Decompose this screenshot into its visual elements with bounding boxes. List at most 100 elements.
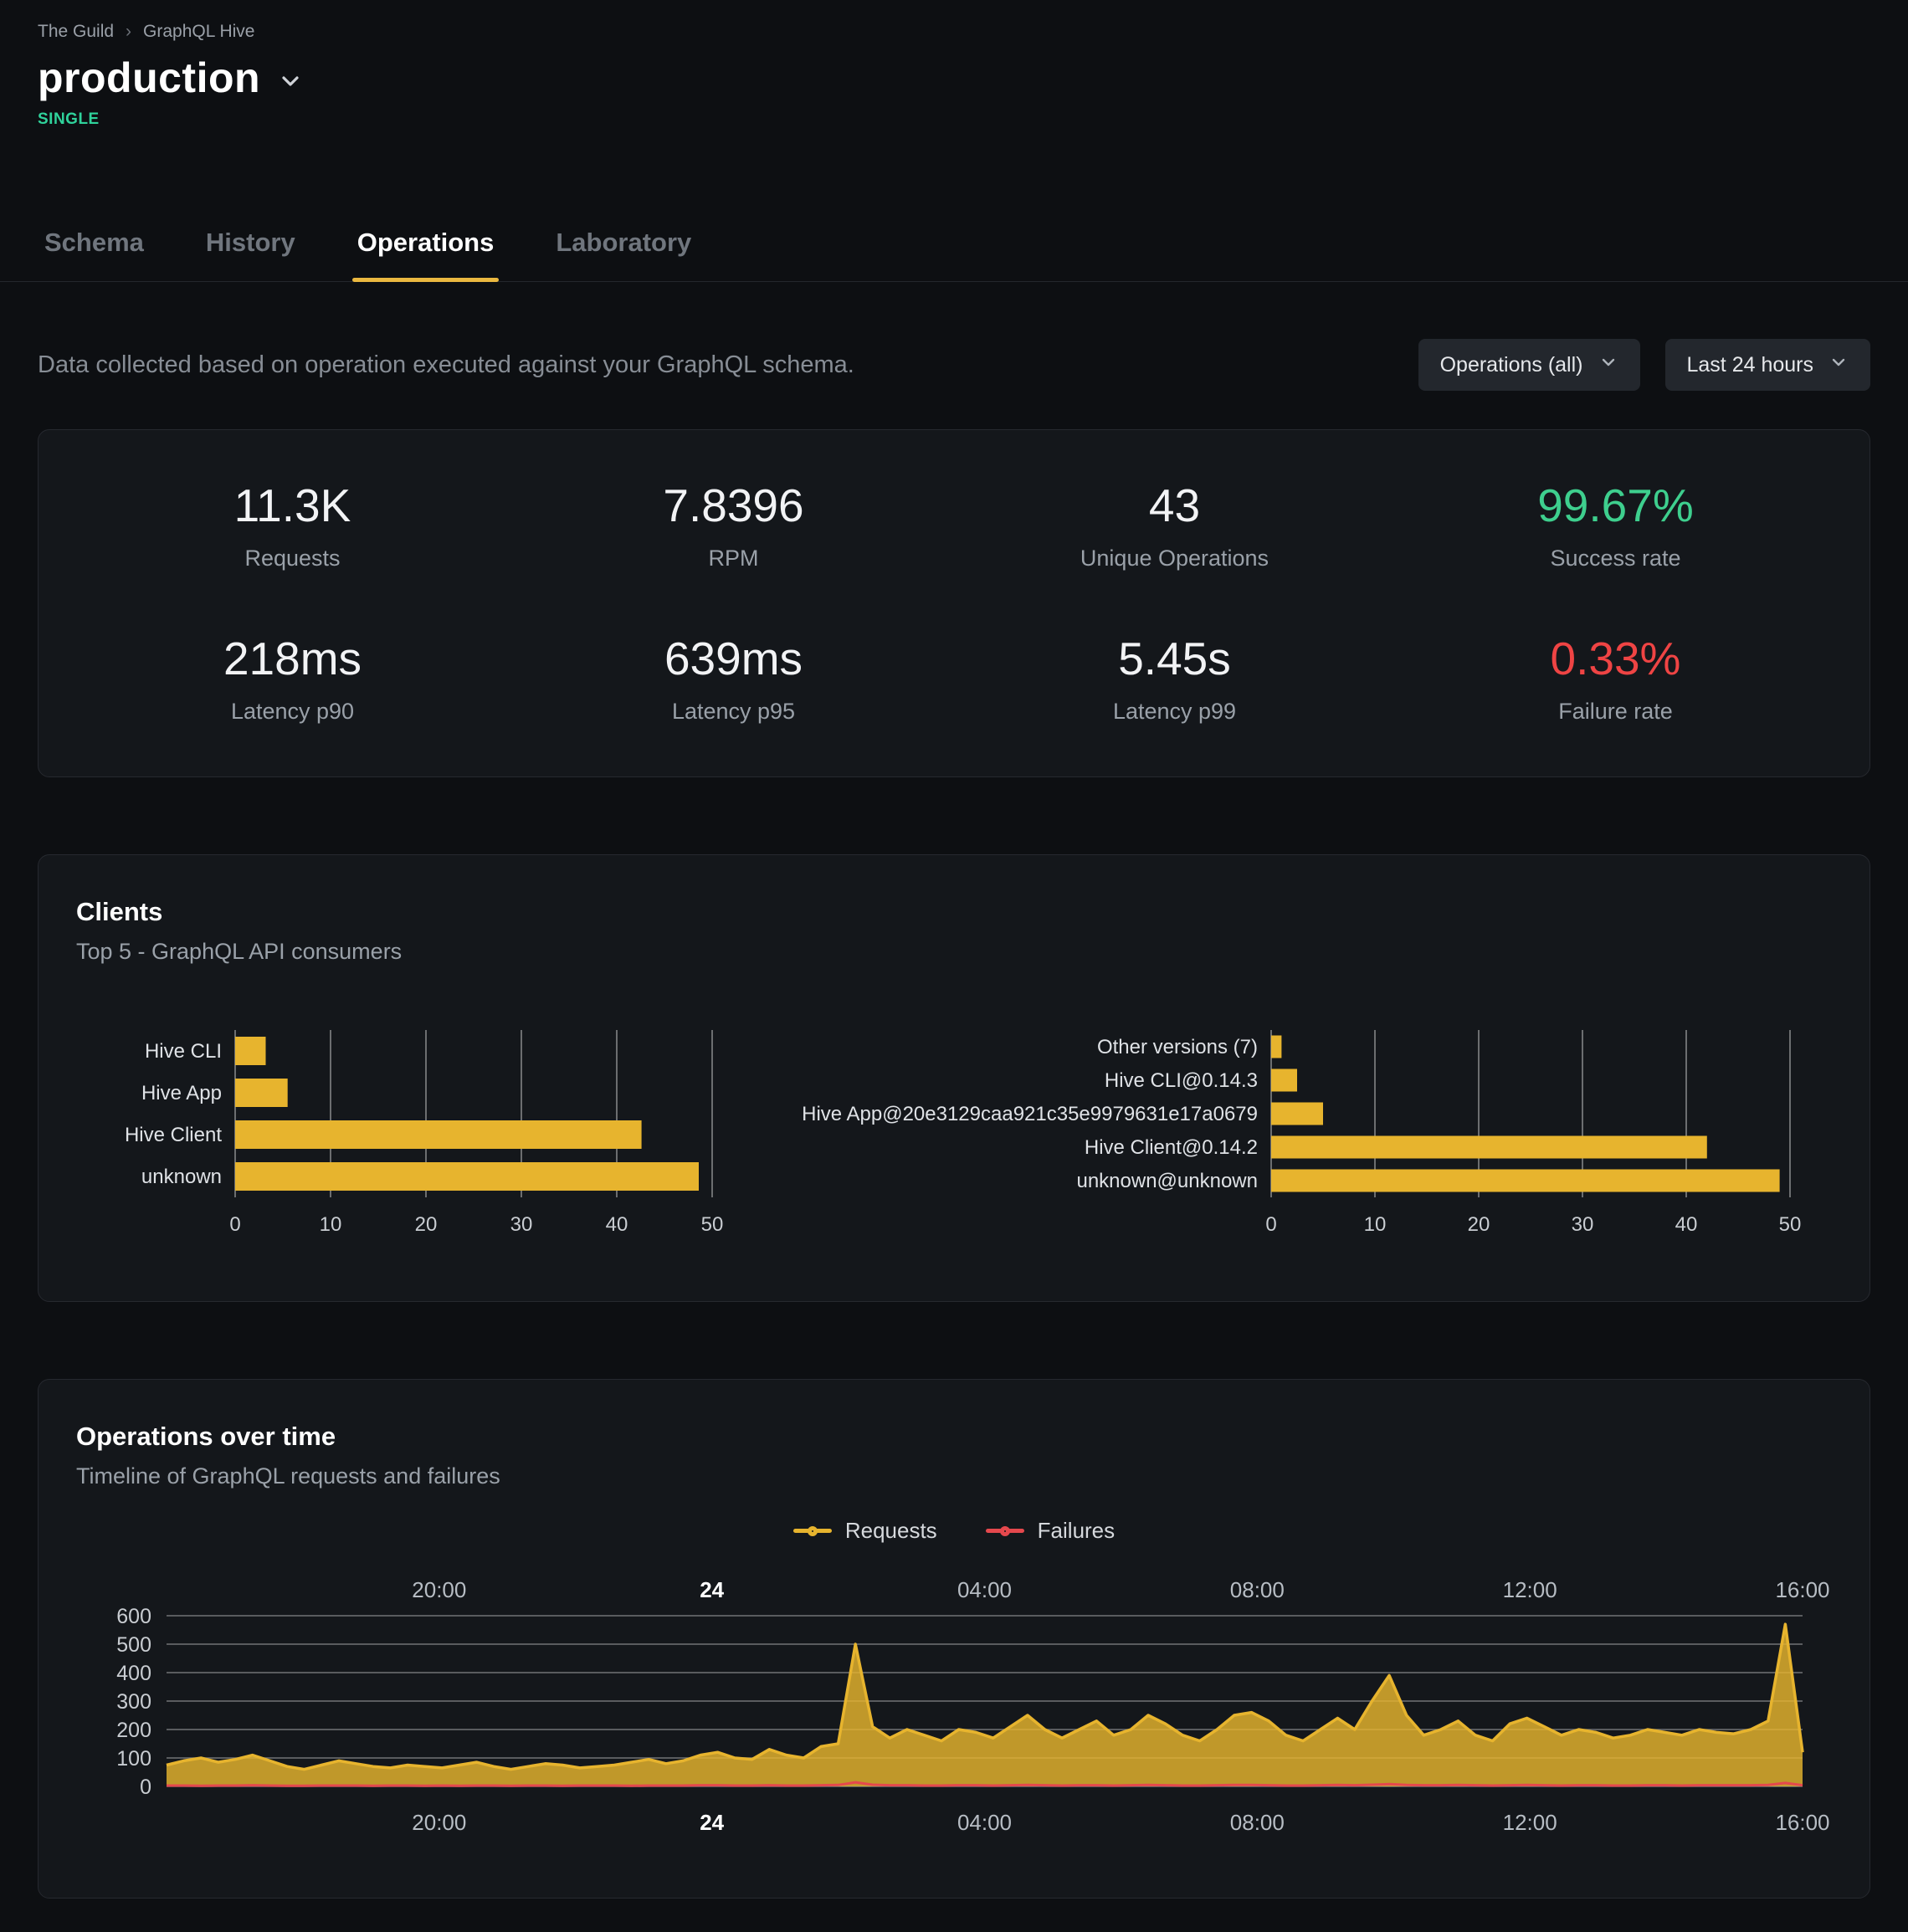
svg-text:04:00: 04:00 (957, 1577, 1012, 1602)
svg-text:40: 40 (606, 1213, 628, 1236)
svg-text:30: 30 (1572, 1213, 1594, 1236)
timeline-legend: Requests Failures (76, 1518, 1832, 1544)
breadcrumb-item-project[interactable]: GraphQL Hive (143, 22, 255, 41)
svg-text:20: 20 (415, 1213, 438, 1236)
operations-over-time-card: Operations over time Timeline of GraphQL… (38, 1379, 1870, 1899)
stat-value: 43 (1148, 479, 1201, 531)
svg-text:unknown@unknown: unknown@unknown (1076, 1170, 1258, 1192)
date-range-label: Last 24 hours (1686, 352, 1814, 377)
timeline-chart-wrap: 0 100 200 300 400 500 600 20:00 20:00 24 24 04:00 04… (76, 1567, 1832, 1847)
title-row: production (38, 54, 1870, 102)
stat-label: RPM (708, 546, 759, 571)
stat-label: Failure rate (1558, 699, 1673, 724)
failures-legend-marker (985, 1525, 1024, 1536)
legend-label-requests: Requests (844, 1518, 937, 1543)
stat-latency-p99: 5.45s Latency p99 (954, 632, 1395, 725)
svg-text:Hive CLI: Hive CLI (145, 1040, 222, 1063)
clients-bar-chart-by-name[interactable]: 0 10 20 30 40 50 Hive CLI Hive App Hive Client un… (76, 1030, 762, 1246)
clients-card-title: Clients (76, 897, 163, 926)
legend-item-requests[interactable]: Requests (792, 1518, 937, 1544)
svg-text:200: 200 (116, 1719, 151, 1742)
breadcrumb-item-org[interactable]: The Guild (38, 22, 115, 41)
svg-text:Hive App: Hive App (141, 1082, 222, 1104)
status-badge: SINGLE (38, 110, 100, 128)
legend-label-failures: Failures (1037, 1518, 1116, 1543)
chevron-down-icon (1828, 352, 1849, 378)
chevron-down-icon (1598, 352, 1618, 378)
svg-text:08:00: 08:00 (1230, 1810, 1285, 1835)
svg-text:Hive CLI@0.14.3: Hive CLI@0.14.3 (1105, 1069, 1258, 1092)
clients-card: Clients Top 5 - GraphQL API consumers 0 1… (38, 854, 1870, 1302)
legend-item-failures[interactable]: Failures (985, 1518, 1116, 1544)
svg-text:500: 500 (116, 1633, 151, 1657)
stat-value: 99.67% (1537, 479, 1694, 531)
filters-row: Data collected based on operation execut… (38, 339, 1870, 391)
operations-timeline-chart[interactable]: 0 100 200 300 400 500 600 20:00 20:00 24 24 04:00 04… (76, 1567, 1832, 1843)
svg-text:24: 24 (700, 1810, 724, 1835)
ops-card-subtitle: Timeline of GraphQL requests and failure… (76, 1463, 500, 1489)
stat-value: 218ms (223, 633, 362, 684)
svg-text:Other versions (7): Other versions (7) (1097, 1036, 1258, 1058)
stat-label: Latency p95 (671, 699, 796, 724)
stats-summary-card: 11.3K Requests 7.8396 RPM 43 Unique Oper… (38, 429, 1870, 777)
stat-label: Requests (244, 546, 341, 571)
svg-text:08:00: 08:00 (1230, 1577, 1285, 1602)
stat-value: 7.8396 (663, 479, 804, 531)
svg-text:Hive Client: Hive Client (125, 1124, 222, 1146)
page-title: production (38, 54, 261, 101)
stat-label: Unique Operations (1080, 546, 1269, 571)
requests-legend-marker (792, 1525, 832, 1536)
clients-charts-row: 0 10 20 30 40 50 Hive CLI Hive App Hive Client un… (76, 1030, 1832, 1246)
stat-unique-operations: 43 Unique Operations (954, 479, 1395, 571)
svg-text:40: 40 (1675, 1213, 1698, 1236)
stat-value: 11.3K (233, 479, 351, 531)
svg-text:Hive Client@0.14.2: Hive Client@0.14.2 (1085, 1136, 1258, 1159)
tab-operations[interactable]: Operations (351, 228, 500, 282)
stat-latency-p90: 218ms Latency p90 (72, 632, 513, 725)
collection-description: Data collected based on operation execut… (38, 351, 854, 378)
stat-value: 0.33% (1550, 633, 1681, 684)
svg-text:50: 50 (1779, 1213, 1802, 1236)
stat-success-rate: 99.67% Success rate (1395, 479, 1836, 571)
operations-filter-label: Operations (all) (1439, 352, 1583, 377)
tab-history[interactable]: History (203, 228, 299, 281)
stat-requests: 11.3K Requests (72, 479, 513, 571)
tab-bar: Schema History Operations Laboratory (0, 228, 1908, 282)
svg-text:10: 10 (1364, 1213, 1387, 1236)
stat-latency-p95: 639ms Latency p95 (513, 632, 954, 725)
ops-card-title: Operations over time (76, 1422, 336, 1451)
date-range-dropdown[interactable]: Last 24 hours (1664, 339, 1870, 391)
svg-text:600: 600 (116, 1605, 151, 1628)
stat-value: 5.45s (1118, 633, 1231, 684)
breadcrumb: The Guild › GraphQL Hive (38, 22, 1870, 42)
breadcrumb-separator: › (126, 22, 132, 41)
svg-text:400: 400 (116, 1662, 151, 1685)
stat-failure-rate: 0.33% Failure rate (1395, 632, 1836, 725)
svg-text:0: 0 (229, 1213, 240, 1236)
svg-text:20: 20 (1468, 1213, 1490, 1236)
stat-label: Latency p99 (1112, 699, 1237, 724)
svg-text:20:00: 20:00 (412, 1810, 466, 1835)
operations-filter-dropdown[interactable]: Operations (all) (1418, 339, 1640, 391)
tab-laboratory[interactable]: Laboratory (552, 228, 695, 281)
svg-text:50: 50 (701, 1213, 724, 1236)
stat-value: 639ms (664, 633, 803, 684)
header: The Guild › GraphQL Hive production SING… (0, 22, 1908, 282)
stat-label: Success rate (1550, 546, 1681, 571)
tab-schema[interactable]: Schema (41, 228, 147, 281)
svg-text:16:00: 16:00 (1775, 1810, 1829, 1835)
clients-card-subtitle: Top 5 - GraphQL API consumers (76, 939, 403, 964)
svg-text:12:00: 12:00 (1503, 1810, 1557, 1835)
svg-text:unknown: unknown (141, 1166, 222, 1188)
svg-text:16:00: 16:00 (1775, 1577, 1829, 1602)
svg-text:30: 30 (510, 1213, 533, 1236)
stat-label: Latency p90 (230, 699, 355, 724)
svg-text:0: 0 (140, 1776, 151, 1799)
svg-text:10: 10 (320, 1213, 342, 1236)
stat-rpm: 7.8396 RPM (513, 479, 954, 571)
filter-dropdowns: Operations (all) Last 24 hours (1418, 339, 1870, 391)
svg-text:100: 100 (116, 1747, 151, 1771)
clients-bar-chart-by-version[interactable]: 0 10 20 30 40 50 Other versions (7) Hive CLI@0.… (769, 1030, 1832, 1246)
chevron-down-icon[interactable] (277, 68, 304, 95)
